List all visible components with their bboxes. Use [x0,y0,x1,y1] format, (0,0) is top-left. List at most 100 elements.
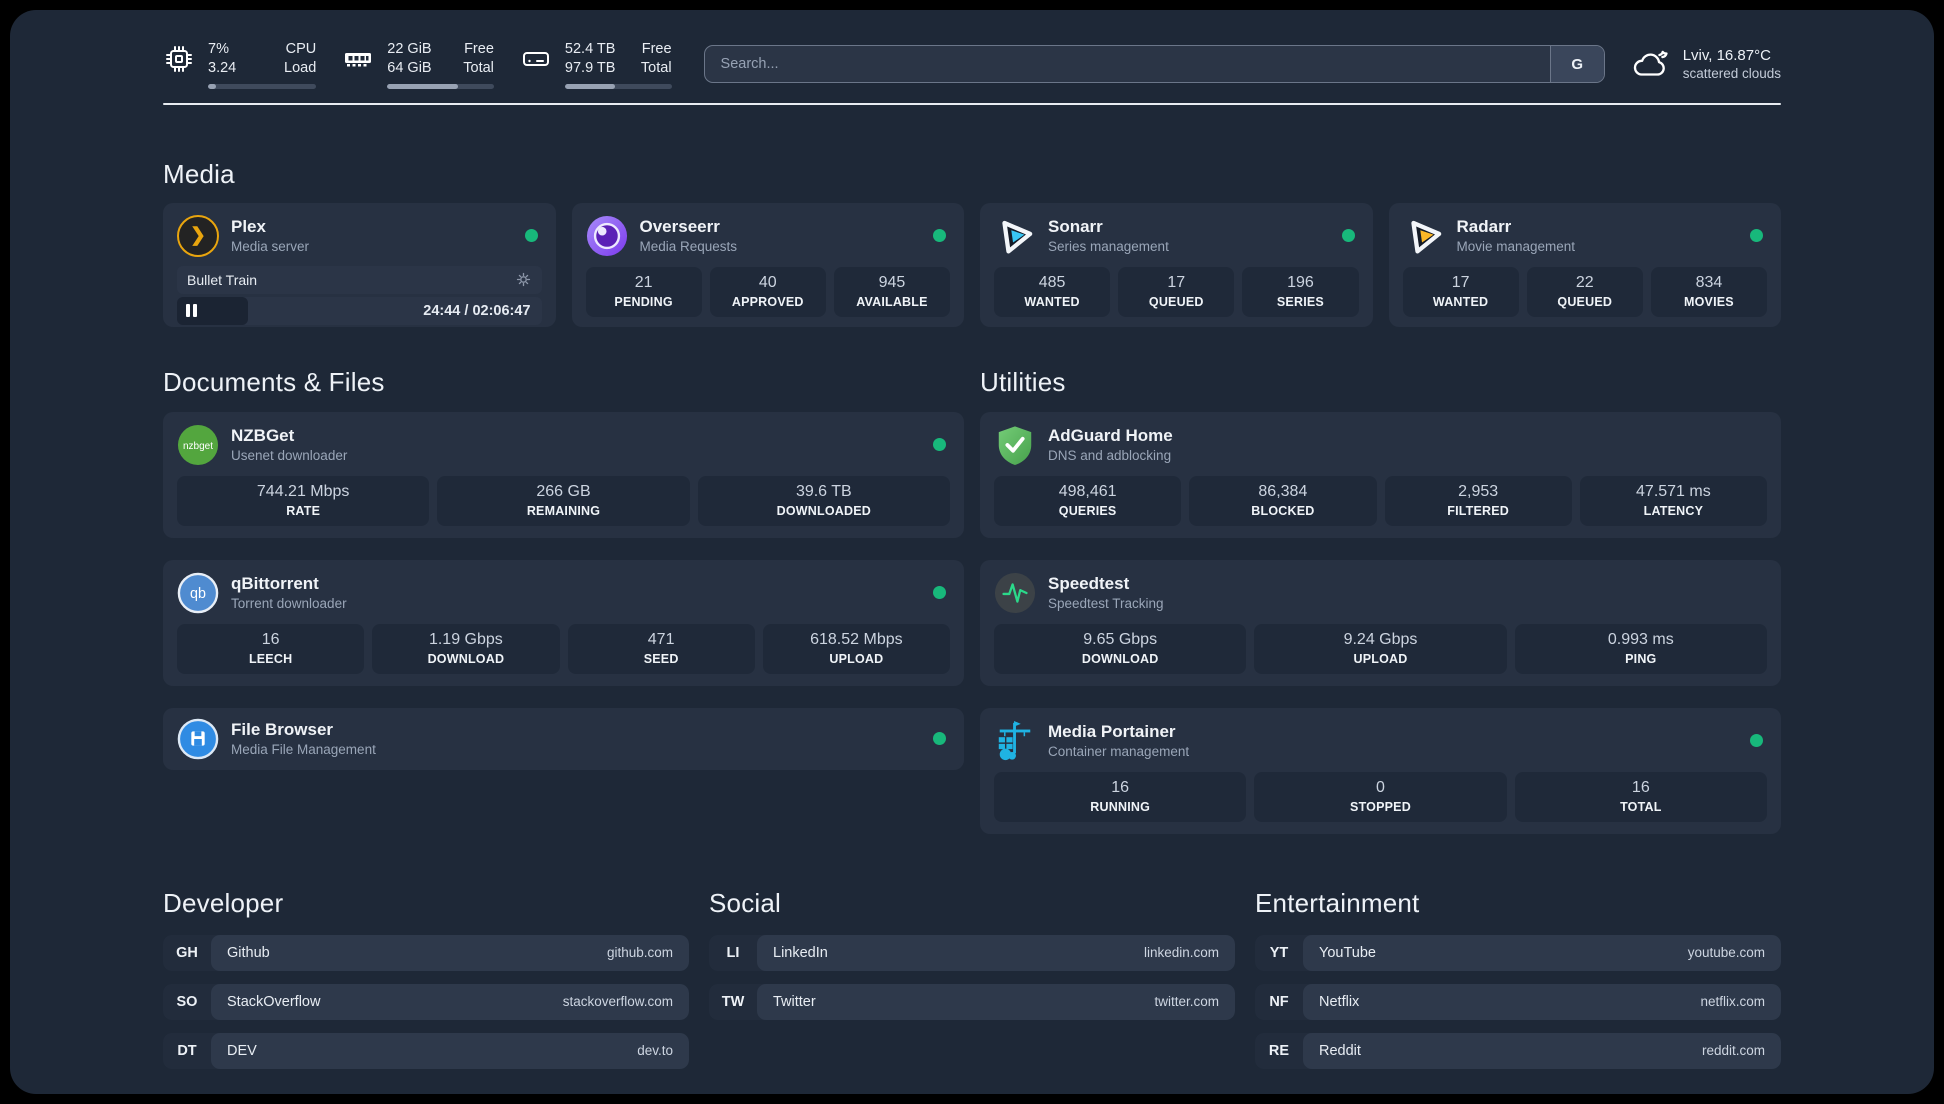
gear-icon[interactable] [515,271,532,288]
section-title-documents: Documents & Files [163,366,385,397]
app-title: Media Portainer [1048,721,1176,741]
plex-now-playing: Bullet Train 24:44 / 02:06:47 [177,265,542,325]
bookmark-url: netflix.com [1700,994,1765,1010]
adguard-icon [998,426,1032,465]
stat-tile: 86,384 BLOCKED [1189,475,1377,526]
app-subtitle: Media server [231,239,310,255]
stat-tile: 1.19 Gbps DOWNLOAD [372,623,560,674]
app-title: Sonarr [1048,216,1103,236]
app-subtitle: Movie management [1456,239,1576,255]
filebrowser-icon [177,718,219,759]
bookmark-twitter[interactable]: TW Twitter twitter.com [709,983,1235,1020]
app-title: qBittorrent [231,573,319,593]
stat-tile: 17 QUEUED [1118,266,1235,317]
stat-tile: 16 RUNNING [994,771,1247,822]
disk-label-2: Total [640,59,672,76]
status-dot [1750,734,1763,748]
app-card-overseerr[interactable]: Overseerr Media Requests 21 PENDING 40 APP… [571,202,964,327]
bookmark-stackoverflow[interactable]: SO StackOverflow stackoverflow.com [163,983,689,1020]
weather-widget[interactable]: Lviv, 16.87°C scattered clouds [1631,47,1781,81]
topbar-divider [163,102,1781,105]
status-dot [1750,229,1763,243]
search-bar: G [703,45,1605,84]
disk-progress-bar [564,83,672,89]
app-title: NZBGet [231,425,295,445]
app-subtitle: Torrent downloader [231,596,347,612]
ram-metric: 22 GiB 64 GiB Free Total [342,40,494,89]
app-card-speedtest[interactable]: Speedtest Speedtest Tracking 9.65 Gbps DO… [980,559,1781,686]
bookmark-abbrev: SO [176,993,198,1010]
bookmark-name: LinkedIn [773,944,828,961]
app-card-sonarr[interactable]: Sonarr Series management 485 WANTED 17 QUE… [980,202,1373,327]
bookmark-youtube[interactable]: YT YouTube youtube.com [1255,934,1781,971]
pause-icon[interactable] [186,304,197,318]
app-subtitle: Usenet downloader [231,448,348,464]
status-dot [933,586,946,600]
bookmark-dev[interactable]: DT DEV dev.to [163,1032,689,1069]
bookmark-name: Reddit [1319,1042,1361,1059]
search-input[interactable] [704,46,1550,83]
bookmark-name: Github [227,944,270,961]
weather-location-temp: Lviv, 16.87°C [1682,47,1771,65]
bookmark-name: Twitter [773,993,816,1010]
stat-tile: 9.65 Gbps DOWNLOAD [994,623,1247,674]
plex-icon: ❯ [177,214,219,257]
bookmark-linkedin[interactable]: LI LinkedIn linkedin.com [709,934,1235,971]
app-card-portainer[interactable]: Media Portainer Container management 16 R… [980,707,1781,834]
bookmark-url: stackoverflow.com [562,994,673,1010]
ram-progress-bar [387,83,494,89]
app-card-nzbget[interactable]: nzbget NZBGet Usenet downloader 744.21 M… [163,411,964,538]
app-subtitle: Media Requests [639,239,738,255]
app-card-radarr[interactable]: Radarr Movie management 17 WANTED 22 QUEUE… [1388,202,1781,327]
stat-tile: 498,461 QUERIES [994,475,1182,526]
stat-tile: 744.21 Mbps RATE [177,475,430,526]
app-card-qbittorrent[interactable]: qb qBittorrent Torrent downloader 16 LEEC… [163,559,964,686]
app-subtitle: Container management [1048,744,1190,760]
cloud-icon [1633,51,1668,77]
bookmark-name: DEV [227,1042,257,1059]
app-title: AdGuard Home [1048,425,1173,445]
app-subtitle: Speedtest Tracking [1048,596,1164,612]
app-card-adguard[interactable]: AdGuard Home DNS and adblocking 498,461 Q… [980,411,1781,538]
speedtest-icon [994,572,1036,613]
dashboard-panel: 7% 3.24 CPU Load [10,10,1934,1094]
overseerr-icon [586,215,627,256]
app-subtitle: Media File Management [231,742,376,758]
now-playing-title: Bullet Train [187,271,258,288]
ram-label-1: Free [464,41,494,57]
app-card-plex[interactable]: ❯ Plex Media server Bullet Train [163,202,556,327]
bookmark-name: Netflix [1319,993,1360,1010]
app-title: Speedtest [1048,573,1130,593]
status-dot [933,732,946,746]
stat-tile: 9.24 Gbps UPLOAD [1254,623,1507,674]
ram-free-value: 22 GiB [387,41,432,57]
qbittorrent-icon: qb [177,572,219,613]
cpu-percent: 7% [208,41,229,57]
section-title-media: Media [163,158,235,189]
bookmark-reddit[interactable]: RE Reddit reddit.com [1255,1032,1781,1069]
section-title-developer: Developer [163,887,284,918]
cpu-load-value: 3.24 [208,59,237,76]
ram-total-value: 64 GiB [387,59,432,76]
bookmark-abbrev: TW [721,993,745,1010]
portainer-icon [998,720,1031,760]
stat-tile: 17 WANTED [1402,266,1519,317]
bookmark-netflix[interactable]: NF Netflix netflix.com [1255,983,1781,1020]
app-card-filebrowser[interactable]: File Browser Media File Management [163,707,964,770]
stat-tile: 471 SEED [567,623,755,674]
stat-tile: 22 QUEUED [1526,266,1643,317]
status-dot [524,229,538,243]
bookmark-github[interactable]: GH Github github.com [163,934,689,971]
cpu-progress-bar [208,83,317,89]
bookmark-abbrev: NF [1269,993,1289,1010]
stat-tile: 0 STOPPED [1254,771,1507,822]
stat-tile: 266 GB REMAINING [437,475,690,526]
cpu-icon [166,45,192,72]
search-engine-button[interactable]: G [1549,46,1604,83]
disk-label-1: Free [641,41,672,57]
playback-progress[interactable]: 24:44 / 02:06:47 [177,296,542,325]
bookmark-abbrev: RE [1268,1042,1290,1059]
stat-tile: 47.571 ms LATENCY [1579,475,1767,526]
app-title: Overseerr [639,216,720,236]
bookmark-abbrev: DT [177,1042,197,1059]
